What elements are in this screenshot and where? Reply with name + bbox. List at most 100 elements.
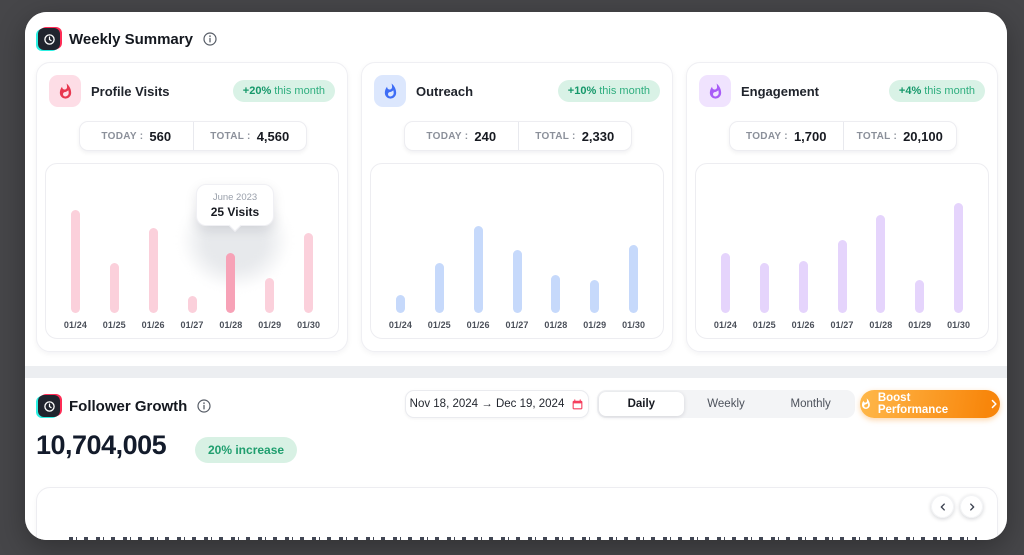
bar-column: 01/27 bbox=[823, 174, 862, 330]
chart-bar[interactable] bbox=[512, 250, 522, 313]
total-stat: TOTAL : 20,100 bbox=[842, 122, 957, 150]
chart-bar[interactable] bbox=[148, 228, 158, 313]
tab-weekly[interactable]: Weekly bbox=[707, 398, 745, 410]
card-title: Profile Visits bbox=[91, 83, 170, 99]
chart-bar[interactable] bbox=[876, 215, 886, 313]
bar-column: 01/29 bbox=[900, 174, 939, 330]
card-header: Profile Visits +20% this month bbox=[49, 75, 335, 107]
card-header: Outreach +10% this month bbox=[374, 75, 660, 107]
bar-date-label: 01/27 bbox=[830, 320, 854, 330]
date-range-text: Nov 18, 2024 → Dec 19, 2024 bbox=[409, 398, 565, 410]
stat-card-profile-visits: Profile Visits +20% this month TODAY : 56… bbox=[36, 62, 348, 352]
growth-chart-card bbox=[36, 487, 998, 540]
bar-date-label: 01/25 bbox=[427, 320, 451, 330]
total-value: 4,560 bbox=[256, 128, 290, 144]
chart-bar[interactable] bbox=[304, 233, 314, 313]
follower-growth-header: Follower Growth bbox=[38, 395, 212, 417]
total-value: 20,100 bbox=[903, 128, 943, 144]
card-title: Engagement bbox=[741, 83, 820, 99]
chart-bar[interactable] bbox=[551, 275, 561, 313]
trend-period: this month bbox=[924, 85, 975, 97]
flame-icon bbox=[699, 75, 731, 107]
bar-column: 01/26 bbox=[134, 174, 173, 330]
boost-button-label: Boost Performance bbox=[877, 392, 949, 416]
chart-bar[interactable] bbox=[798, 261, 808, 313]
previous-button[interactable] bbox=[931, 495, 954, 518]
bar-column: 01/25 bbox=[745, 174, 784, 330]
total-label: TOTAL : bbox=[856, 130, 898, 142]
chart-bar[interactable] bbox=[954, 203, 964, 313]
chart-bar[interactable] bbox=[915, 280, 925, 313]
bar-date-label: 01/26 bbox=[141, 320, 165, 330]
today-value: 1,700 bbox=[793, 128, 827, 144]
chart-bar[interactable] bbox=[434, 263, 444, 313]
bar-column: 01/24 bbox=[56, 174, 95, 330]
bar-date-label: 01/30 bbox=[947, 320, 971, 330]
total-followers-count: 10,704,005 bbox=[36, 430, 167, 460]
chevron-right-icon bbox=[969, 502, 974, 511]
bar-date-label: 01/28 bbox=[544, 320, 568, 330]
date-range-picker[interactable]: Nov 18, 2024 → Dec 19, 2024 bbox=[405, 390, 589, 418]
bar-chart-bars: 01/24 01/25 01/26 01/27 01/28 01/29 01/30 bbox=[56, 174, 328, 330]
chart-bar[interactable] bbox=[395, 295, 405, 313]
bar-column: 01/27 bbox=[173, 174, 212, 330]
chart-bar[interactable] bbox=[759, 263, 769, 313]
bar-column: 01/24 bbox=[381, 174, 420, 330]
today-total-box: TODAY : 240 TOTAL : 2,330 bbox=[404, 121, 632, 151]
bar-date-label: 01/29 bbox=[583, 320, 607, 330]
chart-bar[interactable] bbox=[265, 278, 275, 313]
chart-bar[interactable] bbox=[837, 240, 847, 313]
info-icon[interactable] bbox=[196, 398, 212, 414]
tooltip-date: June 2023 bbox=[212, 192, 258, 203]
tooltip-value: 25 Visits bbox=[210, 205, 260, 219]
bar-column: 01/28 bbox=[536, 174, 575, 330]
bar-date-label: 01/25 bbox=[752, 320, 776, 330]
bar-date-label: 01/26 bbox=[466, 320, 490, 330]
today-value: 560 bbox=[149, 128, 172, 144]
bar-chart-outreach: 01/24 01/25 01/26 01/27 01/28 01/29 01/30 bbox=[370, 163, 664, 339]
bar-date-label: 01/29 bbox=[258, 320, 282, 330]
bar-column: 01/29 bbox=[575, 174, 614, 330]
trend-period: this month bbox=[599, 85, 650, 97]
today-total-box: TODAY : 1,700 TOTAL : 20,100 bbox=[729, 121, 957, 151]
boost-performance-button[interactable]: Boost Performance bbox=[860, 390, 1000, 418]
bar-date-label: 01/28 bbox=[869, 320, 893, 330]
stat-card-outreach: Outreach +10% this month TODAY : 240 TOTA… bbox=[361, 62, 673, 352]
section-title: Weekly Summary bbox=[69, 30, 193, 48]
chart-bar[interactable] bbox=[590, 280, 600, 313]
chart-bar[interactable] bbox=[70, 210, 80, 313]
calendar-icon bbox=[572, 398, 583, 409]
today-value: 240 bbox=[474, 128, 497, 144]
chart-bar[interactable] bbox=[109, 263, 119, 313]
chart-bar[interactable] bbox=[720, 253, 730, 313]
bar-date-label: 01/28 bbox=[219, 320, 243, 330]
bar-column: 01/30 bbox=[289, 174, 328, 330]
next-button[interactable] bbox=[960, 495, 983, 518]
today-stat: TODAY : 560 bbox=[80, 122, 193, 150]
today-label: TODAY : bbox=[426, 130, 469, 142]
chart-bar[interactable] bbox=[187, 296, 197, 313]
total-label: TOTAL : bbox=[210, 130, 251, 142]
bar-chart-bars: 01/24 01/25 01/26 01/27 01/28 01/29 01/30 bbox=[706, 174, 978, 330]
bar-column: 01/30 bbox=[939, 174, 978, 330]
bar-date-label: 01/27 bbox=[180, 320, 204, 330]
total-stat: TOTAL : 4,560 bbox=[192, 122, 307, 150]
chart-bar[interactable] bbox=[226, 253, 236, 313]
clipped-chart-content bbox=[69, 537, 977, 540]
chart-bar[interactable] bbox=[629, 245, 639, 313]
dashboard-panel: Weekly Summary Profile Visits +20% this m… bbox=[25, 12, 1007, 540]
bar-column: 01/26 bbox=[459, 174, 498, 330]
bar-date-label: 01/24 bbox=[713, 320, 737, 330]
chart-bar[interactable] bbox=[473, 226, 483, 313]
trend-percent: +4% bbox=[898, 85, 922, 97]
tab-daily[interactable]: Daily bbox=[599, 392, 684, 416]
clock-app-icon bbox=[38, 28, 60, 50]
tab-monthly[interactable]: Monthly bbox=[790, 398, 831, 410]
bar-date-label: 01/30 bbox=[297, 320, 321, 330]
bar-column: 01/25 bbox=[420, 174, 459, 330]
bar-column: 01/24 bbox=[706, 174, 745, 330]
total-value: 2,330 bbox=[581, 128, 615, 144]
info-icon[interactable] bbox=[202, 31, 218, 47]
bar-date-label: 01/25 bbox=[102, 320, 126, 330]
stat-card-engagement: Engagement +4% this month TODAY : 1,700 T… bbox=[686, 62, 998, 352]
